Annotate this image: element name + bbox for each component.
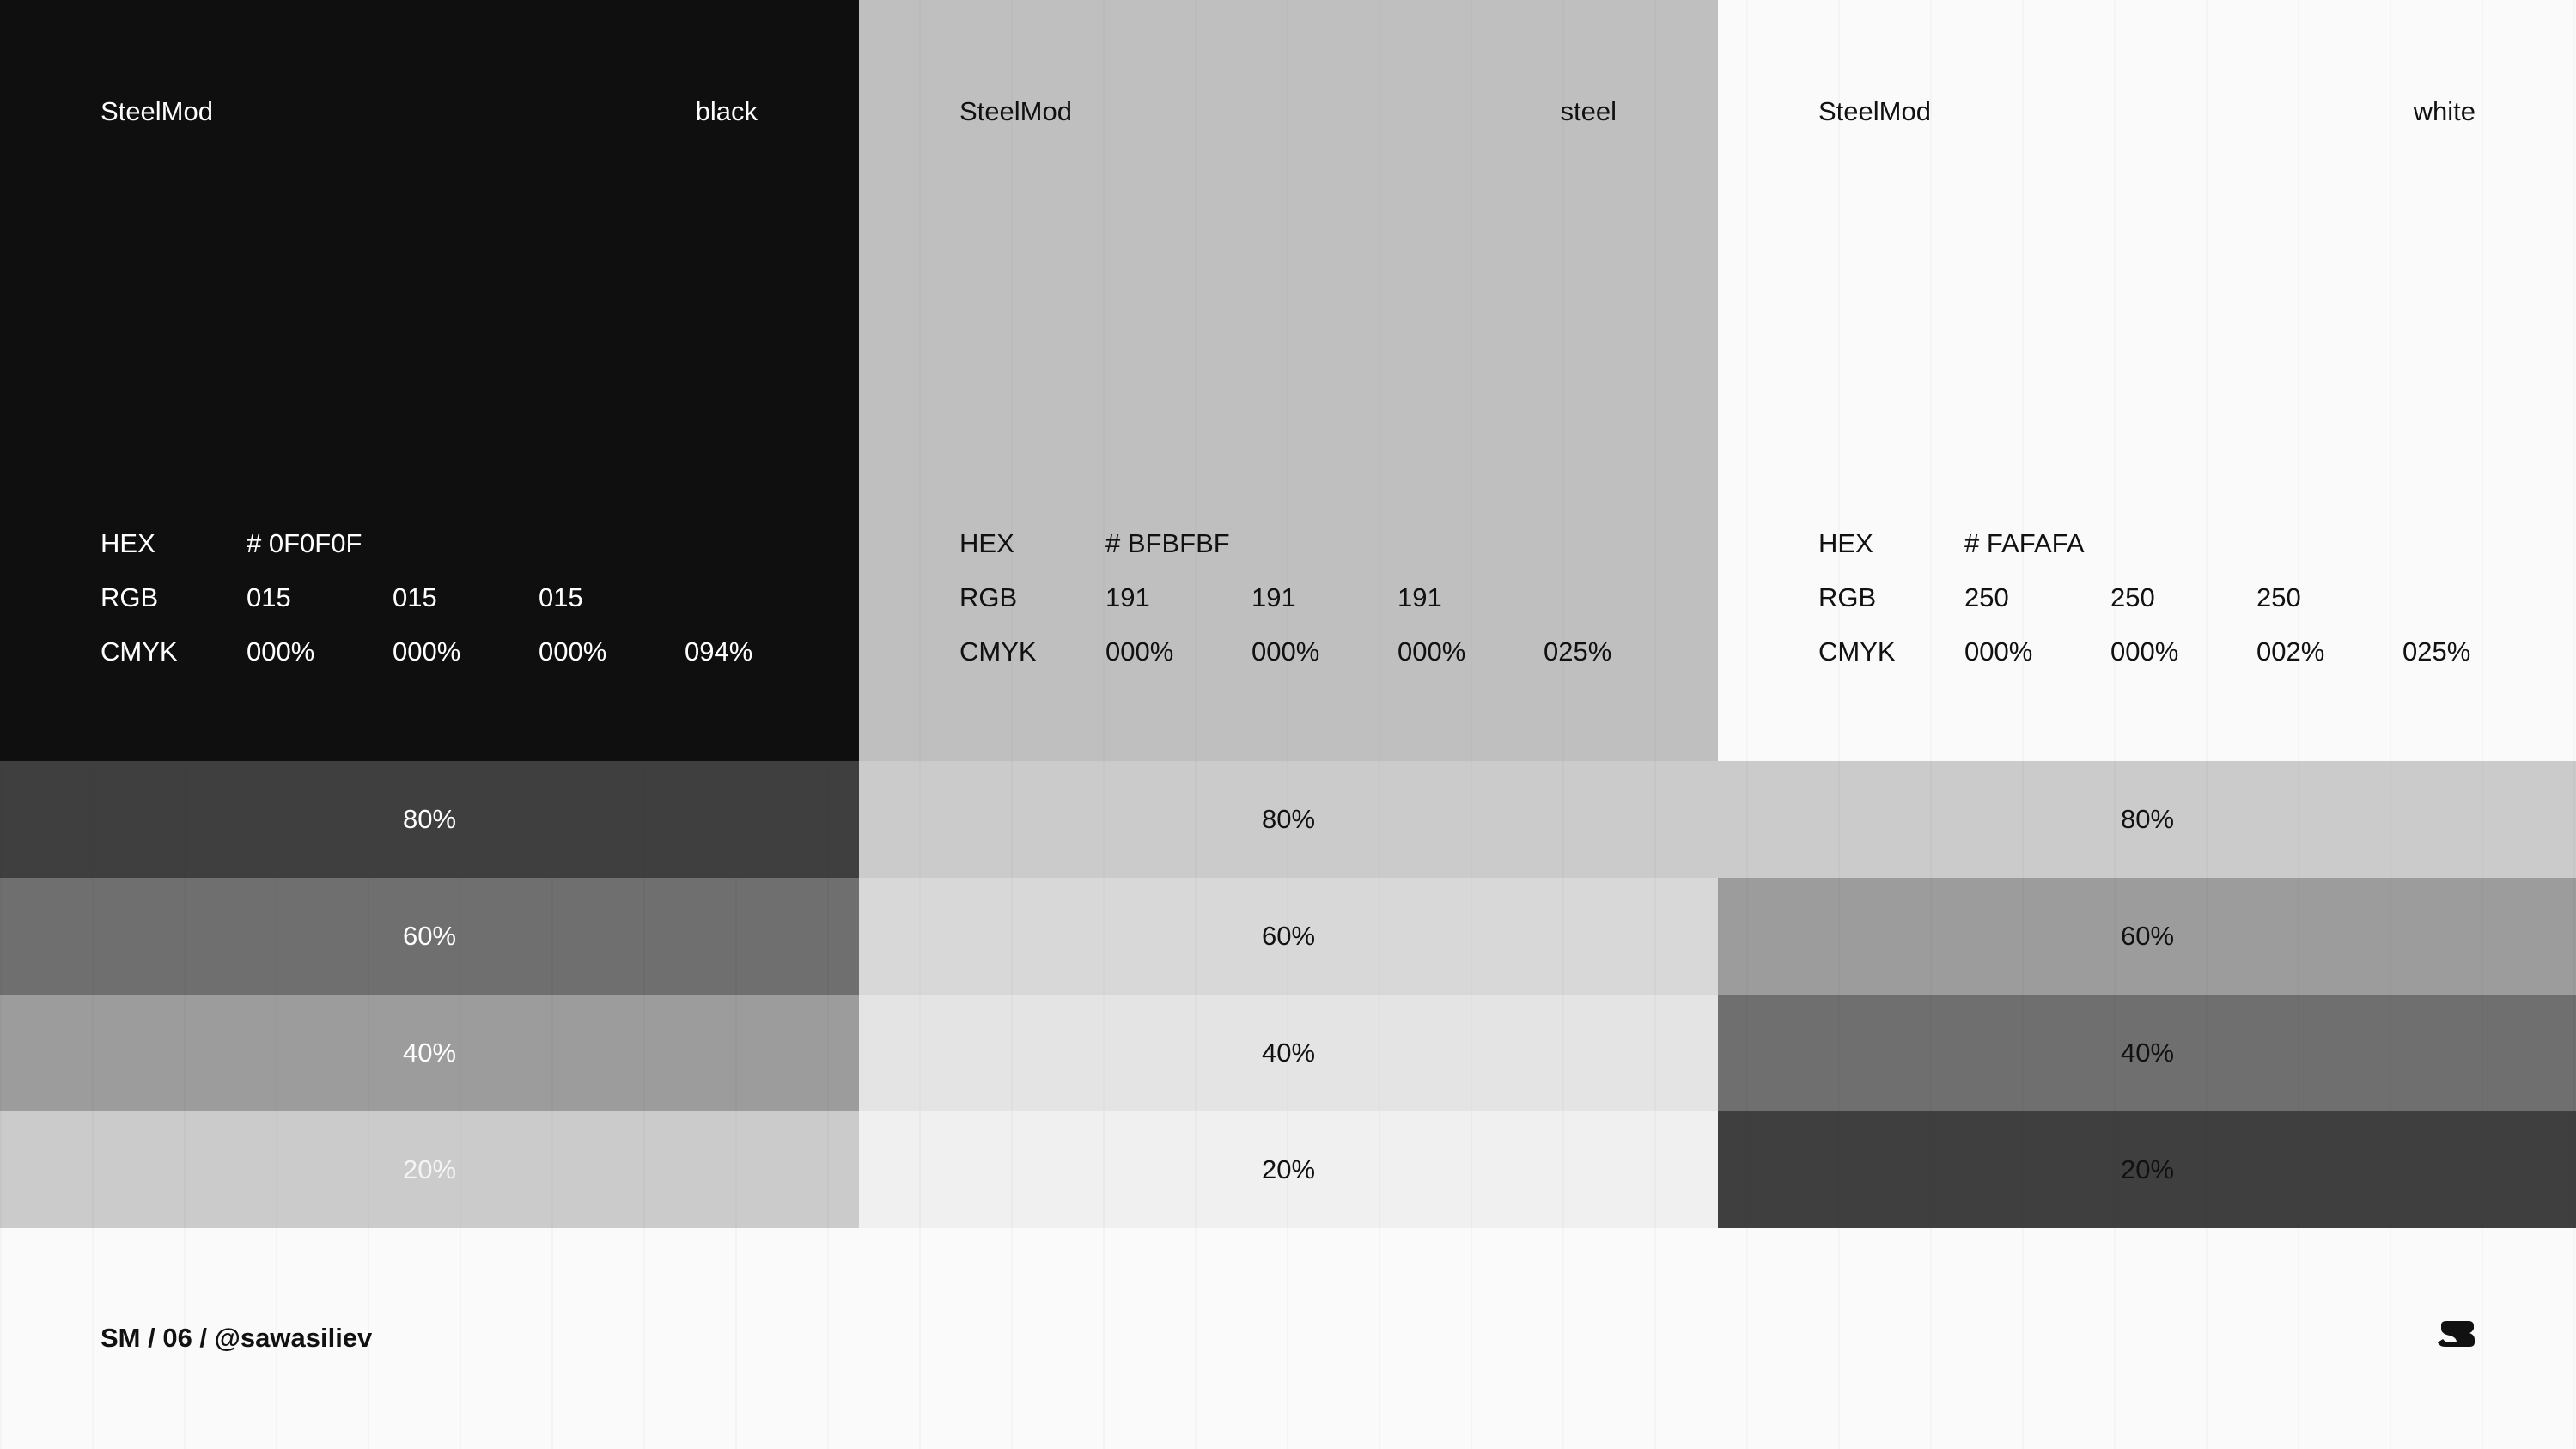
cmyk-value: 000% xyxy=(1964,636,2033,667)
tint-40: 40% xyxy=(859,995,1718,1111)
tint-label: 60% xyxy=(402,921,457,951)
variant-label: white xyxy=(2413,96,2476,126)
rgb-value: 250 xyxy=(1964,582,2009,612)
tint-label: 40% xyxy=(2120,1038,2175,1068)
cmyk-label: CMYK xyxy=(100,636,178,667)
tint-20: 20% xyxy=(859,1111,1718,1228)
cmyk-value: 094% xyxy=(685,636,753,667)
hex-value: # FAFAFA xyxy=(1964,528,2085,558)
tint-label: 80% xyxy=(402,804,457,834)
tint-label: 20% xyxy=(2120,1154,2175,1184)
rgb-value: 191 xyxy=(1105,582,1150,612)
tint-label: 60% xyxy=(2120,921,2175,951)
cmyk-value: 000% xyxy=(1398,636,1466,667)
rgb-value: 015 xyxy=(393,582,437,612)
cmyk-value: 000% xyxy=(247,636,315,667)
tint-40: 40% xyxy=(0,995,859,1111)
tint-20: 20% xyxy=(1718,1111,2576,1228)
brand-label: SteelMod xyxy=(1818,96,1931,126)
cmyk-label: CMYK xyxy=(959,636,1037,667)
tint-80: 80% xyxy=(1718,761,2576,878)
tint-60: 60% xyxy=(1718,878,2576,995)
cmyk-value: 000% xyxy=(393,636,461,667)
rgb-value: 191 xyxy=(1251,582,1296,612)
tint-label: 80% xyxy=(2120,804,2175,834)
footer-credit: SM / 06 / @sawasiliev xyxy=(100,1323,373,1353)
tint-label: 40% xyxy=(402,1038,457,1068)
hex-value: # BFBFBF xyxy=(1105,528,1230,558)
steelmod-logo-icon xyxy=(2438,1321,2475,1347)
swatch-main: SteelMod white HEX # FAFAFA RGB 250 250 250 C… xyxy=(1718,0,2576,761)
swatch-column-steel: SteelMod steel HEX # BFBFBF RGB 191 191 191 C… xyxy=(859,0,1718,1228)
tint-80: 80% xyxy=(0,761,859,878)
variant-label: black xyxy=(695,96,758,126)
cmyk-value: 025% xyxy=(2402,636,2471,667)
cmyk-value: 025% xyxy=(1544,636,1612,667)
tint-label: 20% xyxy=(402,1154,457,1184)
swatch-main: SteelMod steel HEX # BFBFBF RGB 191 191 191 C… xyxy=(859,0,1718,761)
cmyk-value: 000% xyxy=(1105,636,1174,667)
rgb-label: RGB xyxy=(100,582,159,612)
rgb-label: RGB xyxy=(1818,582,1877,612)
tint-label: 60% xyxy=(1261,921,1316,951)
tint-40: 40% xyxy=(1718,995,2576,1111)
swatch-column-black: SteelMod black HEX # 0F0F0F RGB 015 015 015 C… xyxy=(0,0,859,1228)
tint-20: 20% xyxy=(0,1111,859,1228)
rgb-value: 191 xyxy=(1398,582,1442,612)
hex-label: HEX xyxy=(959,528,1014,558)
rgb-value: 250 xyxy=(2110,582,2155,612)
tint-80: 80% xyxy=(859,761,1718,878)
rgb-value: 015 xyxy=(539,582,583,612)
cmyk-value: 000% xyxy=(539,636,607,667)
hex-value: # 0F0F0F xyxy=(247,528,362,558)
tint-label: 40% xyxy=(1261,1038,1316,1068)
cmyk-label: CMYK xyxy=(1818,636,1896,667)
cmyk-value: 000% xyxy=(2110,636,2179,667)
tint-60: 60% xyxy=(0,878,859,995)
rgb-value: 015 xyxy=(247,582,291,612)
rgb-value: 250 xyxy=(2256,582,2301,612)
tint-60: 60% xyxy=(859,878,1718,995)
tint-label: 80% xyxy=(1261,804,1316,834)
cmyk-value: 000% xyxy=(1251,636,1320,667)
hex-label: HEX xyxy=(1818,528,1873,558)
brand-label: SteelMod xyxy=(100,96,213,126)
tint-label: 20% xyxy=(1261,1154,1316,1184)
swatch-column-white: SteelMod white HEX # FAFAFA RGB 250 250 250 C… xyxy=(1718,0,2576,1228)
cmyk-value: 002% xyxy=(2256,636,2325,667)
brand-label: SteelMod xyxy=(959,96,1072,126)
variant-label: steel xyxy=(1560,96,1617,126)
swatch-main: SteelMod black HEX # 0F0F0F RGB 015 015 015 C… xyxy=(0,0,859,761)
hex-label: HEX xyxy=(100,528,155,558)
rgb-label: RGB xyxy=(959,582,1018,612)
